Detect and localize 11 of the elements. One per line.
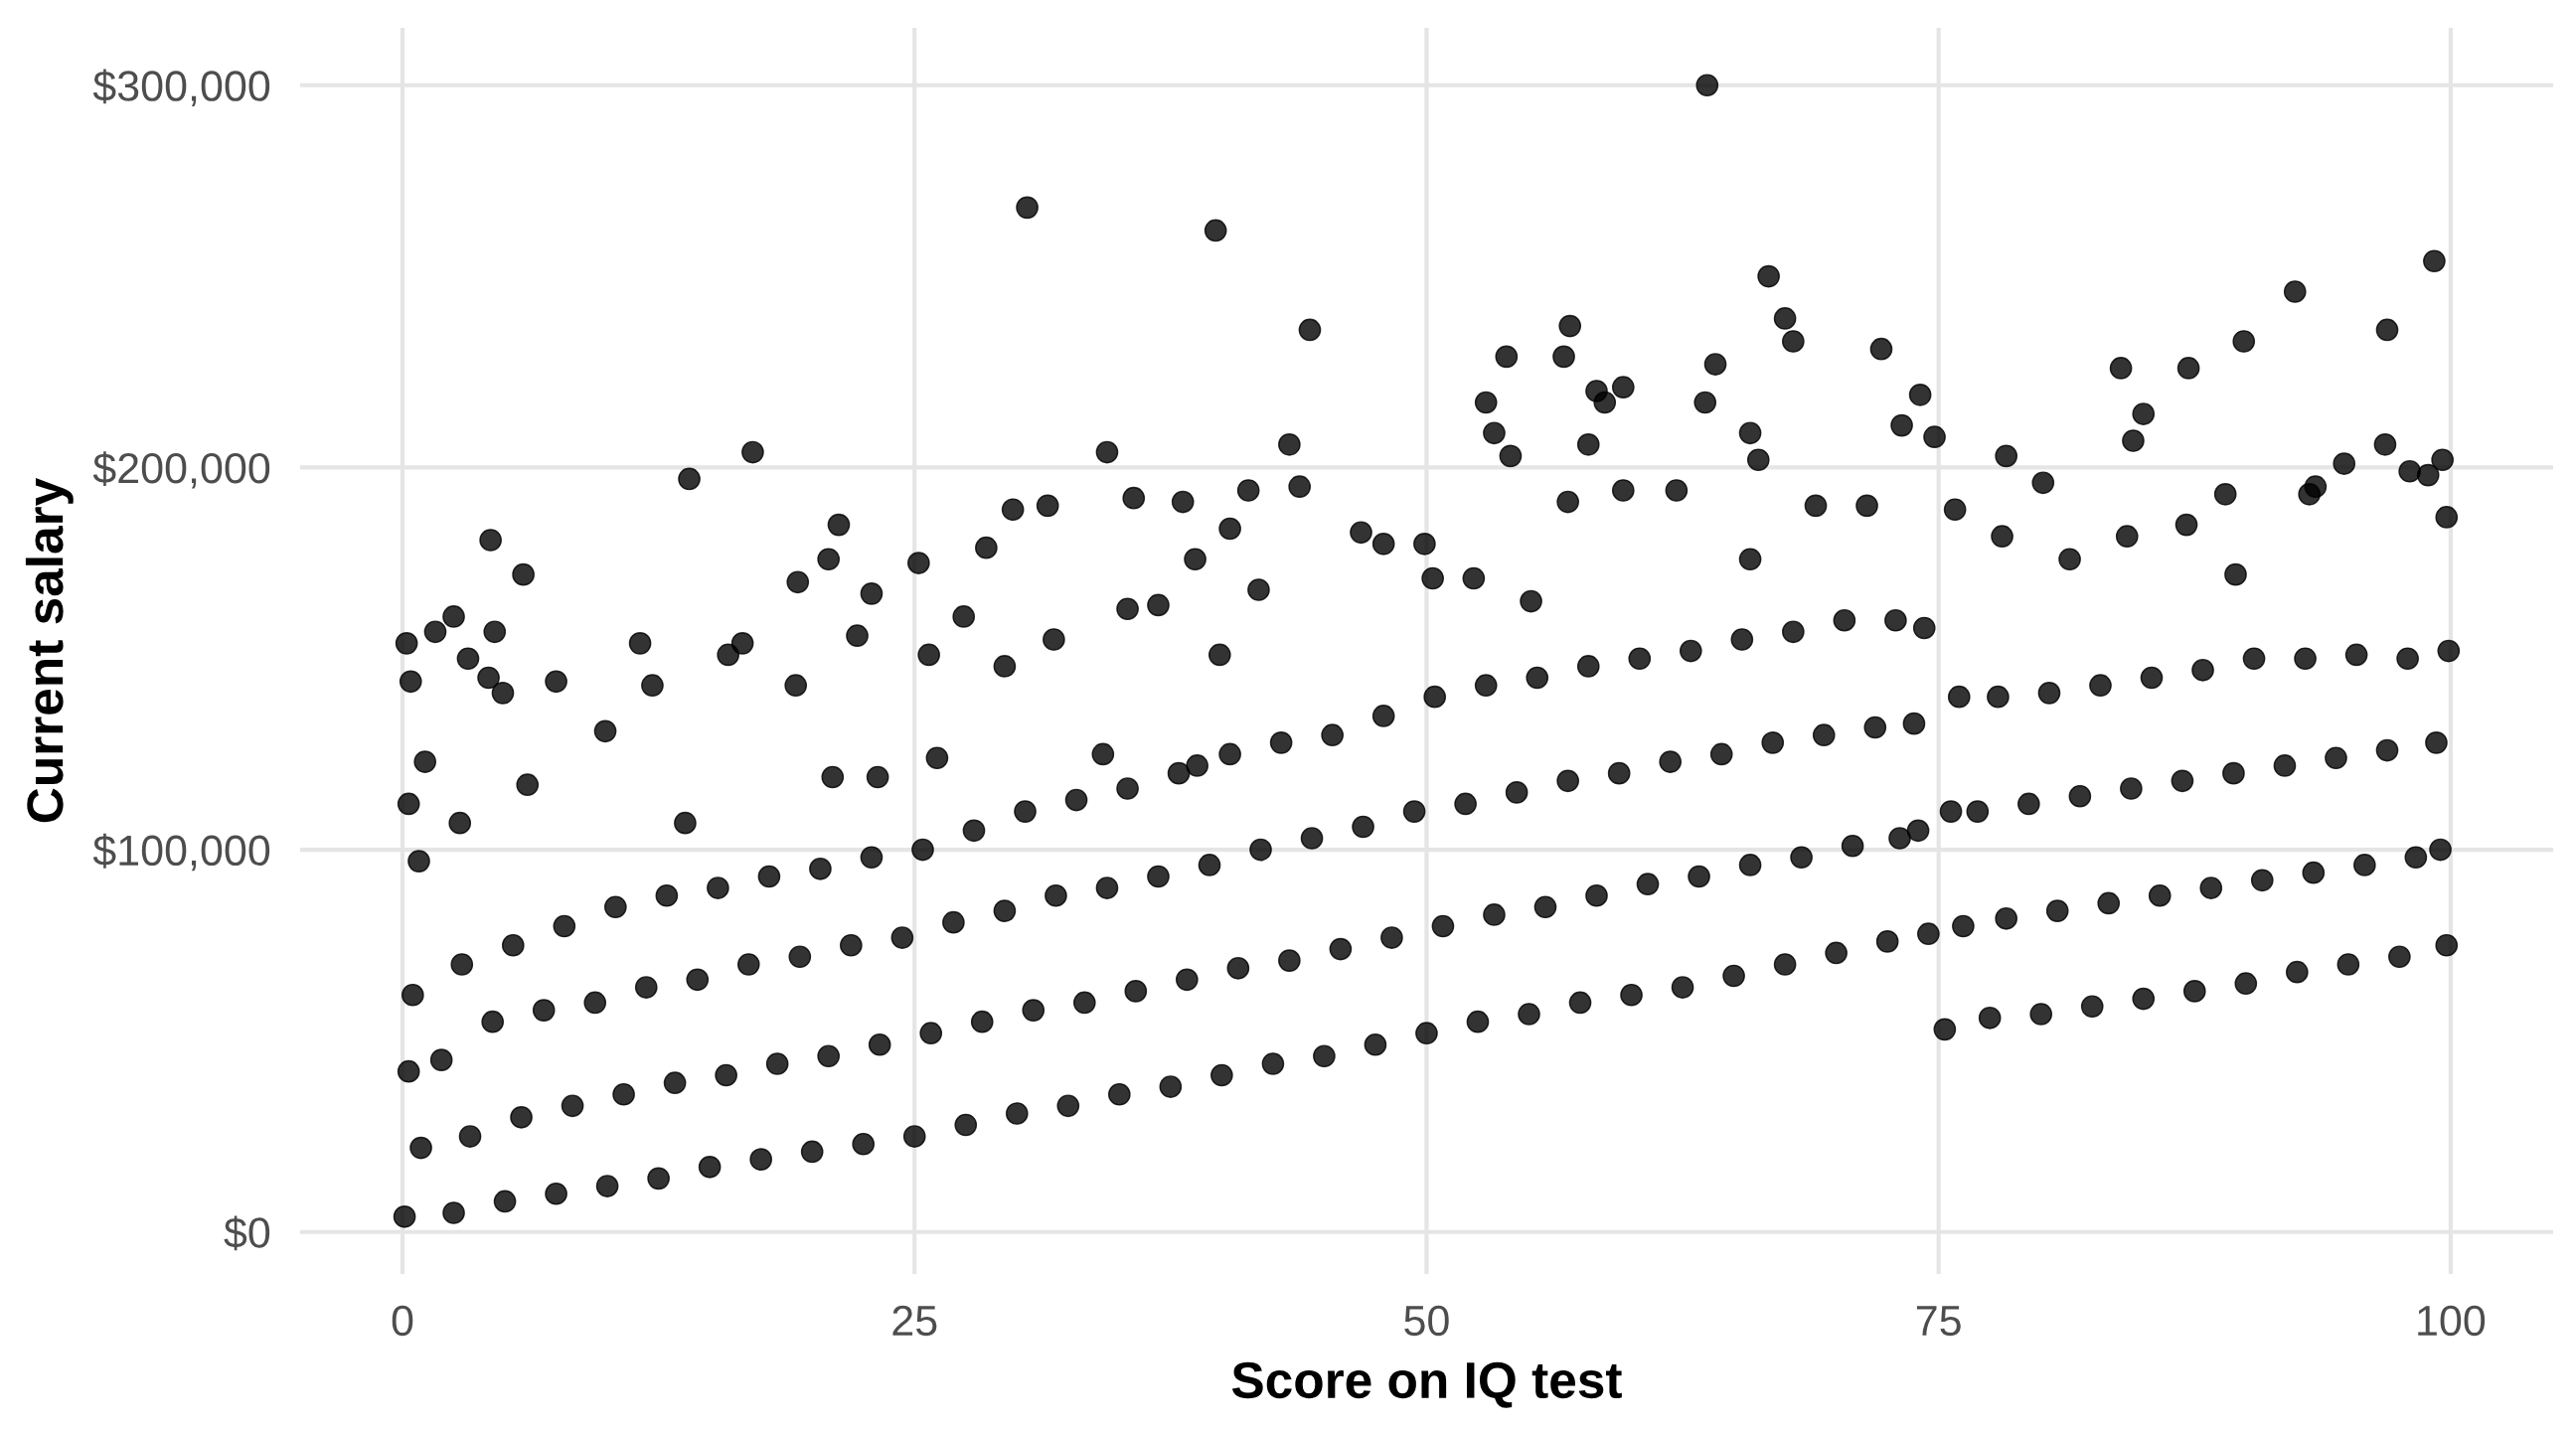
y-tick-label: $100,000 <box>92 833 270 872</box>
y-tick-label: $200,000 <box>92 451 270 489</box>
y-tick-label: $0 <box>224 1215 270 1251</box>
x-axis-title: Score on IQ test <box>1231 1361 1622 1408</box>
x-tick-label: 100 <box>2418 1305 2486 1337</box>
x-tick-label: 75 <box>1916 1306 1961 1337</box>
y-tick-label: $300,000 <box>92 69 270 106</box>
x-tick-label: 50 <box>1404 1305 1449 1337</box>
x-tick-label: 25 <box>892 1305 937 1337</box>
x-tick-label: 0 <box>392 1305 413 1337</box>
y-axis-title: Current salary <box>25 478 74 823</box>
